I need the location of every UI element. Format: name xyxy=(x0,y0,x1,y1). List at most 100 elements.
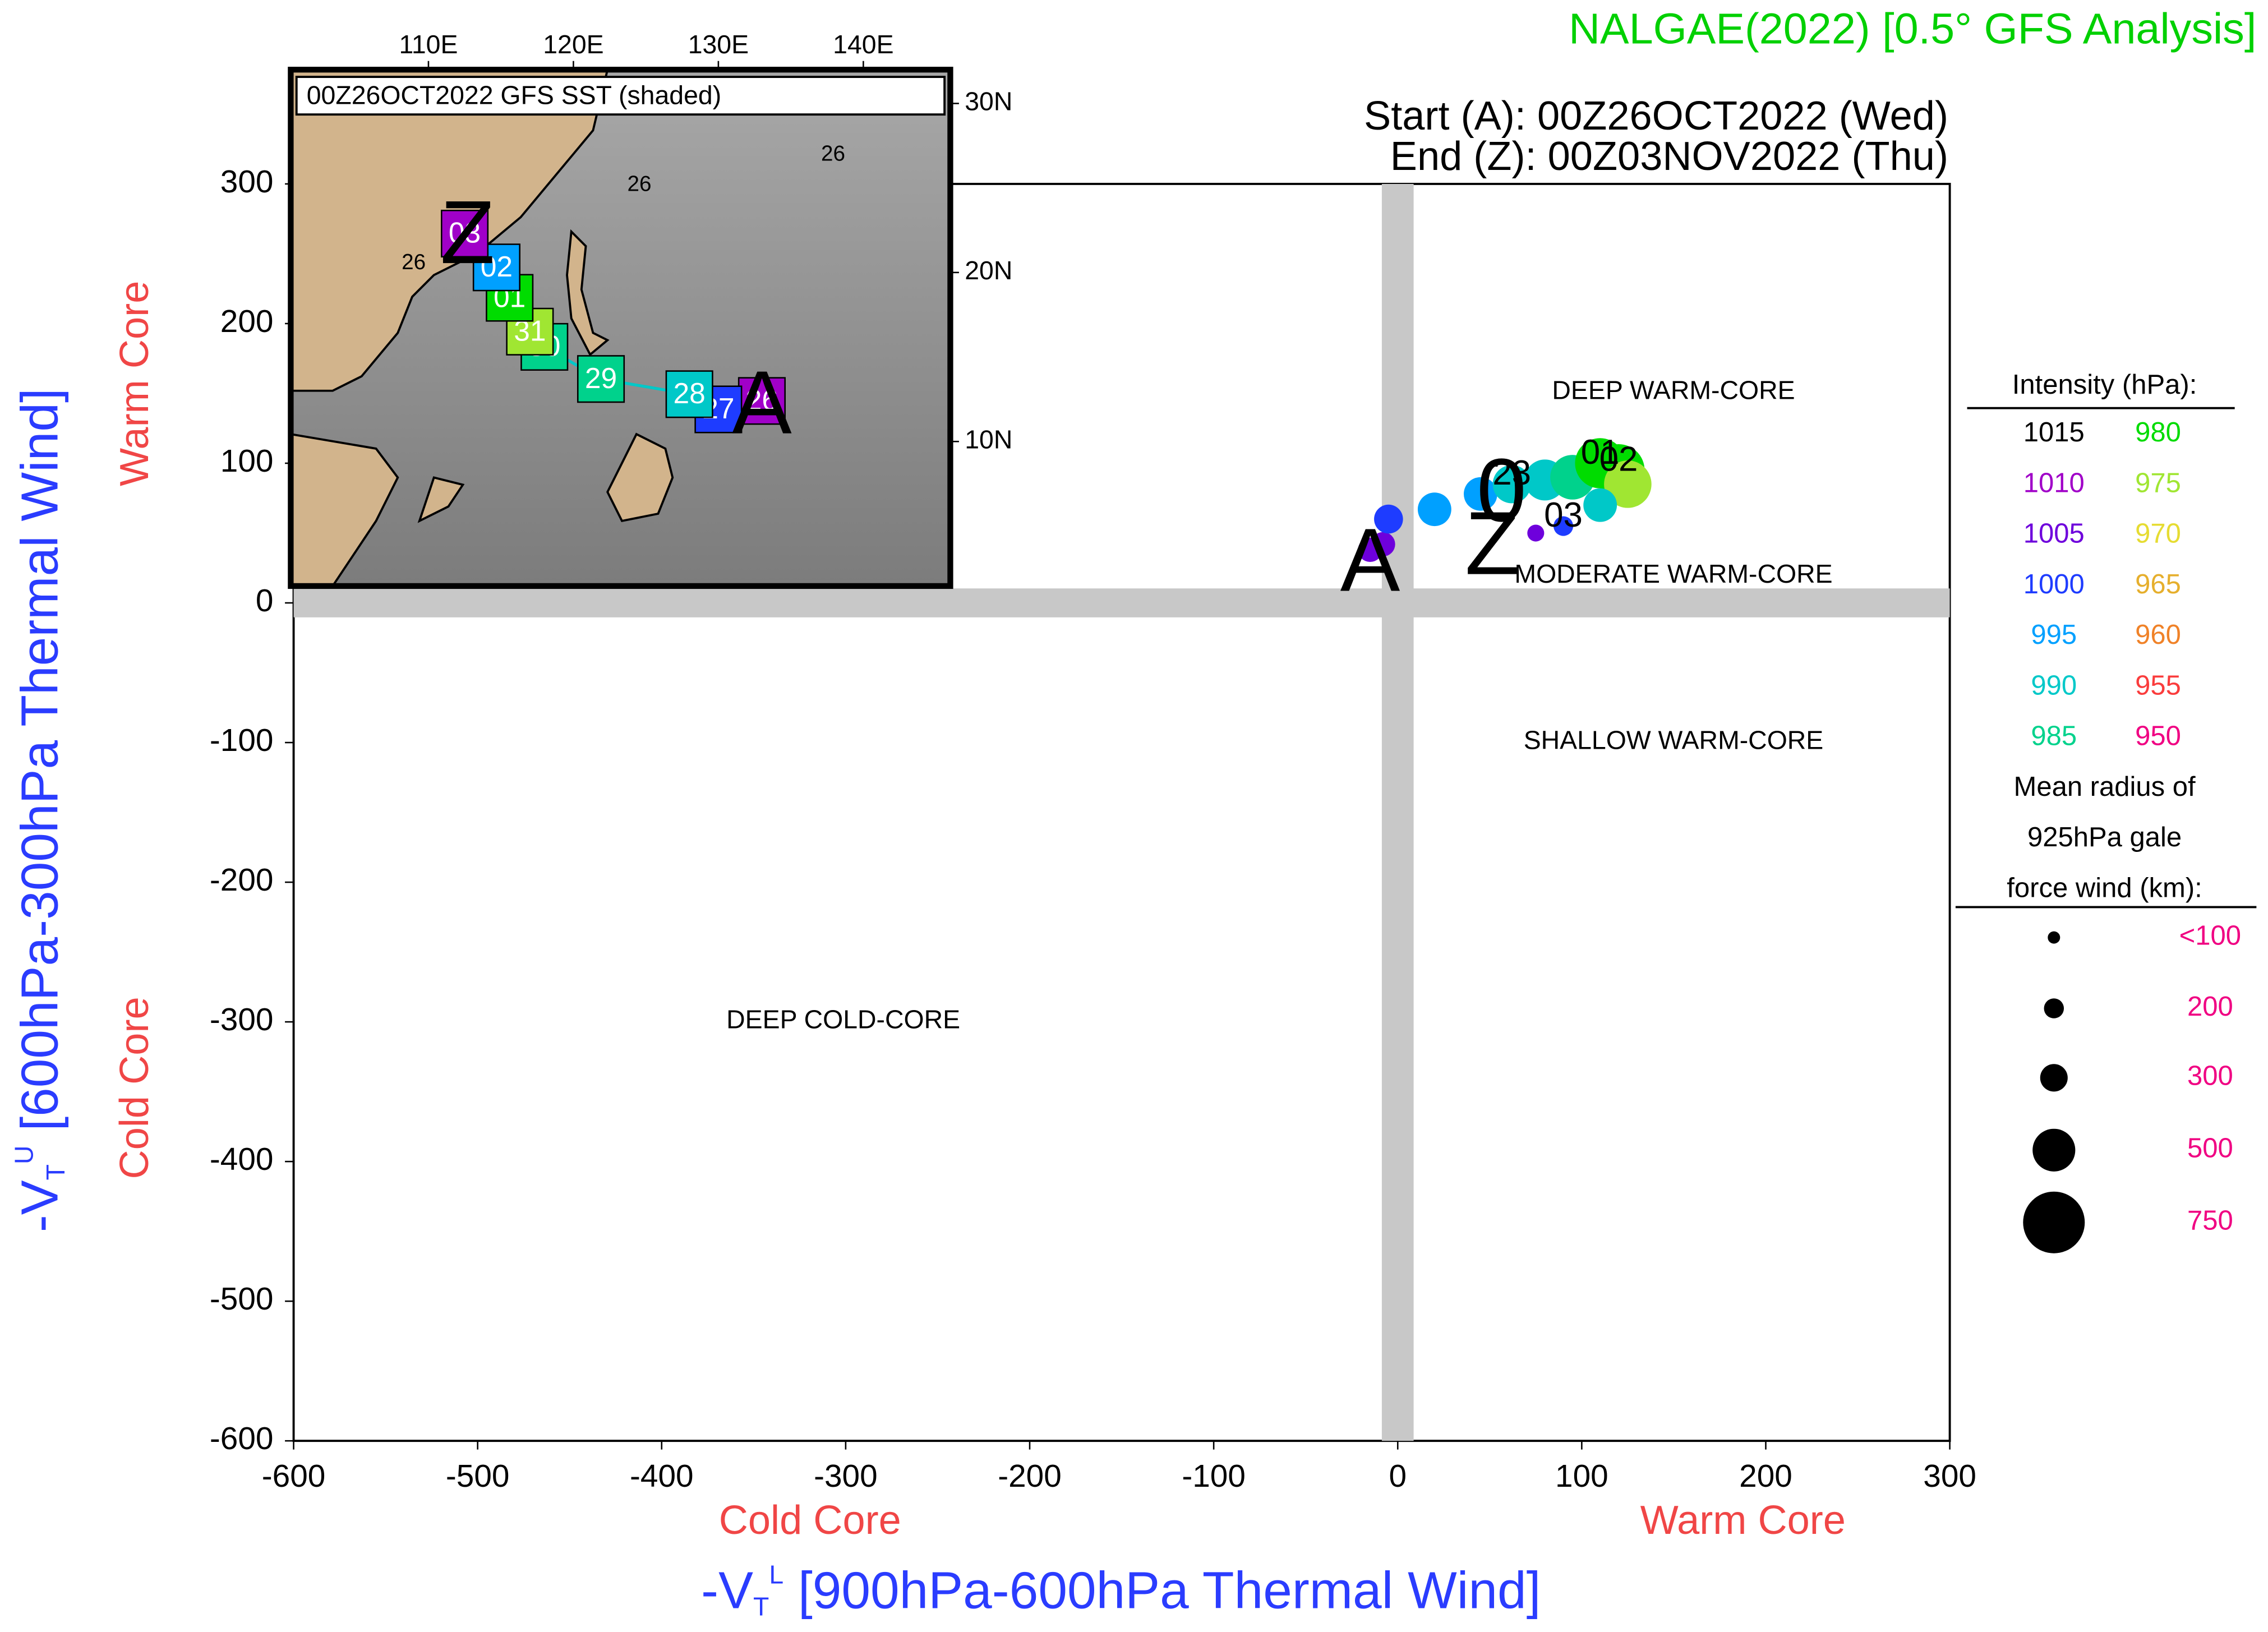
y-tick-label: -300 xyxy=(210,1002,274,1038)
land xyxy=(606,432,674,523)
legend-level: 965 xyxy=(2135,569,2181,600)
legend-size-dot xyxy=(2023,1191,2085,1253)
x-tick-label: 100 xyxy=(1555,1459,1608,1494)
legend-level: 1005 xyxy=(2023,519,2085,549)
axis-label-part: [900hPa-600hPa Thermal Wind] xyxy=(783,1561,1541,1619)
inset-y-tick-label: 30N xyxy=(965,87,1012,116)
legend-size-dot xyxy=(2044,998,2064,1018)
x-tick-label: -400 xyxy=(630,1459,694,1494)
x-tick-label: -300 xyxy=(814,1459,878,1494)
region-label: DEEP COLD-CORE xyxy=(726,1004,960,1034)
y-tick-label: -600 xyxy=(210,1421,274,1456)
legend-level: 990 xyxy=(2031,670,2077,700)
legend-size-dot xyxy=(2048,931,2060,944)
point-label: 01 xyxy=(1581,433,1620,472)
inset-x-tick-label: 110E xyxy=(399,30,458,59)
region-label: MODERATE WARM-CORE xyxy=(1514,559,1832,588)
land xyxy=(566,229,610,357)
axis-label-part: -V xyxy=(10,1180,68,1232)
x-side-label: Cold Core xyxy=(719,1498,901,1543)
axis-label-part: [600hPa-300hPa Thermal Wind] xyxy=(10,388,68,1145)
inset-track-box xyxy=(577,355,625,403)
track-point xyxy=(1463,477,1497,511)
legend-level: 950 xyxy=(2135,721,2181,752)
x-side-label: Warm Core xyxy=(1640,1498,1846,1543)
legend-level: 1010 xyxy=(2023,468,2085,498)
axis-label-sup: L xyxy=(769,1560,783,1589)
y-tick-label: -400 xyxy=(210,1142,274,1177)
chart-title: NALGAE(2022) [0.5° GFS Analysis] xyxy=(1569,5,2256,53)
legend-size-dot xyxy=(2040,1064,2068,1092)
inset-y-tick-label: 20N xyxy=(965,256,1012,285)
y-tick-label: 300 xyxy=(220,164,274,200)
x-tick-label: -100 xyxy=(1182,1459,1246,1494)
legend-level: 980 xyxy=(2135,417,2181,448)
legend-level: 970 xyxy=(2135,519,2181,549)
point-label: 02 xyxy=(1599,440,1638,478)
y-tick-label: 0 xyxy=(256,583,274,619)
inset-frame xyxy=(288,67,953,589)
inset-endpoint-label: Z xyxy=(440,182,495,282)
inset-track-box xyxy=(737,377,786,425)
y-side-label: Warm Core xyxy=(112,281,157,486)
region-label: DEEP WARM-CORE xyxy=(1552,376,1795,405)
legend-size-title: force wind (km): xyxy=(2007,873,2202,903)
inset-title: 00Z26OCT2022 GFS SST (shaded) xyxy=(307,80,721,109)
y-tick-label: 200 xyxy=(220,304,274,339)
track-point xyxy=(1374,504,1403,534)
zero-band-horizontal xyxy=(293,588,1950,617)
track-point xyxy=(1604,460,1652,508)
legend-size-label: 500 xyxy=(2187,1133,2233,1164)
legend-size-title: 925hPa gale xyxy=(2027,822,2182,852)
axis-label: -VTU [600hPa-300hPa Thermal Wind] xyxy=(10,388,71,1232)
inset-endpoint-label: A xyxy=(732,352,792,453)
inset-map: 00Z26OCT2022 GFS SST (shaded) 110E 120E 13… xyxy=(288,30,1012,589)
y-tick-label: 100 xyxy=(220,444,274,479)
legend-size-label: <100 xyxy=(2179,921,2241,951)
axis-label-sup: U xyxy=(10,1145,39,1164)
axis-label-part: -V xyxy=(701,1561,753,1619)
land xyxy=(417,476,465,523)
sst-contour-label: 26 xyxy=(402,250,426,274)
legend: Intensity (hPa): 1015 1010 1005 1000 995 990 98… xyxy=(1955,370,2257,1253)
legend-size-label: 300 xyxy=(2187,1061,2233,1091)
x-tick-label: 200 xyxy=(1739,1459,1792,1494)
endpoint-label: 0 xyxy=(1477,440,1527,540)
inset-track-box xyxy=(665,370,713,418)
inset-track-label: 03 xyxy=(449,216,481,249)
inset-track-box xyxy=(441,209,489,258)
inset-y-tick-label: 10N xyxy=(965,425,1012,454)
y-tick-label: -200 xyxy=(210,863,274,898)
legend-title: Intensity (hPa): xyxy=(2012,370,2197,400)
legend-level: 975 xyxy=(2135,468,2181,498)
sst-contour-label: 26 xyxy=(821,142,845,166)
y-tick-label: -500 xyxy=(210,1281,274,1317)
legend-level: 985 xyxy=(2031,721,2077,752)
legend-size-dot xyxy=(2032,1128,2076,1172)
track-point xyxy=(1492,465,1531,504)
inset-track-label: 29 xyxy=(585,362,617,394)
inset-x-tick-label: 120E xyxy=(543,30,603,59)
endpoint-label: A xyxy=(1340,510,1400,610)
point-label: 03 xyxy=(1544,496,1583,534)
axis-label: -VTL [900hPa-600hPa Thermal Wind] xyxy=(701,1560,1541,1621)
x-tick-label: -600 xyxy=(262,1459,326,1494)
point-label: 23 xyxy=(1492,454,1531,492)
track-point xyxy=(1371,532,1395,557)
legend-size-label: 750 xyxy=(2187,1206,2233,1236)
x-tick-label: -500 xyxy=(446,1459,510,1494)
legend-level: 995 xyxy=(2031,620,2077,650)
legend-level: 960 xyxy=(2135,620,2181,650)
track-point xyxy=(1583,488,1617,522)
inset-x-tick-label: 130E xyxy=(688,30,749,59)
legend-level: 1000 xyxy=(2023,569,2085,600)
legend-size-title: Mean radius of xyxy=(2014,772,2196,802)
inset-track-label: 28 xyxy=(674,377,706,409)
legend-level: 1015 xyxy=(2023,417,2085,448)
inset-track-label: 26 xyxy=(746,384,778,416)
sst-contour-label: 26 xyxy=(627,172,651,196)
inset-title-box xyxy=(295,76,946,116)
x-tick-label: -200 xyxy=(998,1459,1062,1494)
